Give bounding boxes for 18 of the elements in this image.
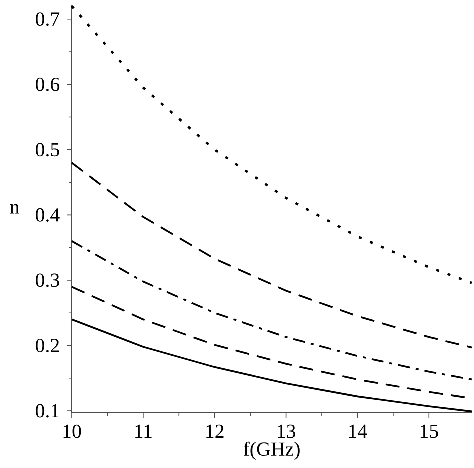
x-tick-label: 13 bbox=[278, 424, 296, 438]
y-tick-label: 0.3 bbox=[36, 274, 60, 288]
y-axis-title: n bbox=[10, 204, 20, 214]
y-tick-label: 0.6 bbox=[36, 78, 60, 92]
line-series bbox=[71, 162, 473, 349]
x-tick-label: 12 bbox=[206, 424, 224, 438]
x-axis-title: f(GHz) bbox=[244, 442, 300, 460]
x-tick-label: 14 bbox=[350, 424, 368, 438]
y-tick-label: 0.5 bbox=[36, 143, 60, 157]
line-series bbox=[70, 5, 474, 284]
x-tick-label: 10 bbox=[64, 424, 82, 438]
y-tick-label: 0.7 bbox=[36, 12, 60, 26]
y-tick-label: 0.2 bbox=[36, 338, 60, 353]
line-series bbox=[71, 240, 473, 381]
x-tick-label: 15 bbox=[420, 424, 438, 438]
y-tick-label: 0.1 bbox=[36, 404, 59, 418]
x-tick-label: 11 bbox=[136, 424, 152, 438]
y-tick-label: 0.4 bbox=[36, 208, 60, 222]
